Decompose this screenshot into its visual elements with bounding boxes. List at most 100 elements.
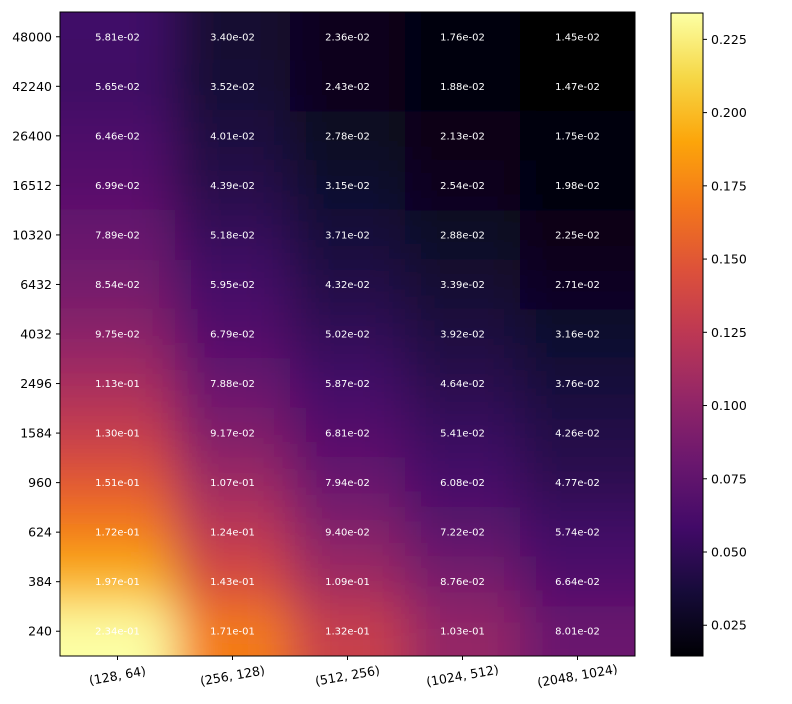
cell-value-label: 6.81e-02 xyxy=(325,429,370,440)
cell-value-label: 2.13e-02 xyxy=(440,131,485,142)
cell-value-label: 4.32e-02 xyxy=(325,280,370,291)
cell-value-label: 1.75e-02 xyxy=(555,131,600,142)
cell-value-label: 2.78e-02 xyxy=(325,131,370,142)
heatmap-cell xyxy=(0,557,176,607)
cell-value-label: 3.15e-02 xyxy=(325,181,370,192)
cell-value-label: 3.52e-02 xyxy=(210,82,255,93)
cell-value-label: 4.64e-02 xyxy=(440,379,485,390)
y-tick-label: 6432 xyxy=(20,277,52,292)
cell-value-label: 5.95e-02 xyxy=(210,280,255,291)
heatmap-cell xyxy=(520,458,696,508)
heatmap-cell xyxy=(520,557,696,607)
cell-value-label: 6.08e-02 xyxy=(440,478,485,489)
cell-value-label: 3.39e-02 xyxy=(440,280,485,291)
cell-value-label: 1.88e-02 xyxy=(440,82,485,93)
heatmap-cell xyxy=(520,507,696,557)
y-tick-label: 10320 xyxy=(12,227,52,242)
heatmap-chart: 5.81e-02 3.40e-02 2.36e-02 1.76e-02 1.45e-02… xyxy=(0,0,792,704)
colorbar-tick-label: 0.100 xyxy=(711,398,747,413)
cell-value-label: 2.88e-02 xyxy=(440,230,485,241)
cell-value-label: 1.76e-02 xyxy=(440,32,485,43)
cell-value-label: 6.79e-02 xyxy=(210,330,255,341)
x-tick-label: (2048, 1024) xyxy=(536,661,619,690)
cell-value-label: 5.74e-02 xyxy=(555,528,600,539)
cell-value-label: 7.89e-02 xyxy=(95,230,140,241)
y-tick-label: 42240 xyxy=(12,79,52,94)
cell-value-label: 3.40e-02 xyxy=(210,32,255,43)
cell-value-label: 2.34e-01 xyxy=(95,627,140,638)
cell-value-label: 2.43e-02 xyxy=(325,82,370,93)
colorbar-tick-label: 0.050 xyxy=(711,545,747,560)
heatmap-cell xyxy=(0,507,176,557)
plot-area: 5.81e-02 3.40e-02 2.36e-02 1.76e-02 1.45e-02… xyxy=(0,0,696,704)
y-axis: 4800042240264001651210320643240322496158… xyxy=(12,29,60,638)
colorbar-ticks: 0.025 0.050 0.075 0.100 0.125 0.150 0.175 0.200… xyxy=(703,32,747,633)
x-tick-label: (1024, 512) xyxy=(425,662,500,690)
cell-value-label: 3.76e-02 xyxy=(555,379,600,390)
y-tick-label: 26400 xyxy=(12,128,52,143)
colorbar-tick-label: 0.025 xyxy=(711,618,747,633)
cell-value-label: 1.24e-01 xyxy=(210,528,255,539)
heatmap-cell xyxy=(175,606,291,704)
cell-value-label: 4.39e-02 xyxy=(210,181,255,192)
cell-value-label: 2.25e-02 xyxy=(555,230,600,241)
cell-value-label: 3.92e-02 xyxy=(440,330,485,341)
heatmap-cell xyxy=(405,0,521,62)
cell-value-label: 7.94e-02 xyxy=(325,478,370,489)
cell-value-label: 7.88e-02 xyxy=(210,379,255,390)
colorbar-tick-label: 0.075 xyxy=(711,471,747,486)
x-tick-label: (512, 256) xyxy=(314,662,381,688)
x-tick-label: (256, 128) xyxy=(199,662,266,688)
colorbar-tick-label: 0.125 xyxy=(711,325,747,340)
cell-value-label: 4.26e-02 xyxy=(555,429,600,440)
y-tick-label: 2496 xyxy=(20,376,52,391)
heatmap-cell xyxy=(520,0,696,62)
cell-value-label: 8.54e-02 xyxy=(95,280,140,291)
heatmap-cell xyxy=(520,359,696,409)
cell-value-label: 8.01e-02 xyxy=(555,627,600,638)
heatmap-cell xyxy=(520,161,696,211)
cell-value-label: 9.40e-02 xyxy=(325,528,370,539)
heatmap-cell xyxy=(520,606,696,704)
colorbar-gradient xyxy=(671,13,703,656)
cell-value-label: 5.81e-02 xyxy=(95,32,140,43)
colorbar-tick-label: 0.175 xyxy=(711,178,747,193)
heatmap-cell xyxy=(290,0,406,62)
colorbar: 0.025 0.050 0.075 0.100 0.125 0.150 0.175 0.200… xyxy=(671,13,747,656)
cell-value-label: 6.99e-02 xyxy=(95,181,140,192)
y-tick-label: 240 xyxy=(28,624,52,639)
heatmap-cell xyxy=(520,210,696,260)
cell-value-label: 1.32e-01 xyxy=(325,627,370,638)
colorbar-tick-label: 0.150 xyxy=(711,252,747,267)
x-axis: (128, 64) (256, 128) (512, 256) (1024, 512)… xyxy=(88,656,619,690)
heatmap-cells xyxy=(0,0,696,704)
cell-value-label: 6.46e-02 xyxy=(95,131,140,142)
y-tick-label: 48000 xyxy=(12,29,52,44)
cell-value-label: 5.41e-02 xyxy=(440,429,485,440)
cell-value-label: 2.36e-02 xyxy=(325,32,370,43)
colorbar-tick-label: 0.225 xyxy=(711,32,747,47)
cell-value-label: 1.09e-01 xyxy=(325,577,370,588)
cell-value-label: 5.18e-02 xyxy=(210,230,255,241)
heatmap-cell xyxy=(0,458,176,508)
y-tick-label: 384 xyxy=(28,574,52,589)
cell-value-label: 6.64e-02 xyxy=(555,577,600,588)
y-tick-label: 960 xyxy=(28,475,52,490)
cell-value-label: 1.07e-01 xyxy=(210,478,255,489)
cell-value-label: 1.71e-01 xyxy=(210,627,255,638)
heatmap-cell xyxy=(175,0,291,62)
cell-value-label: 5.02e-02 xyxy=(325,330,370,341)
heatmap-cell xyxy=(520,62,696,112)
cell-value-label: 3.71e-02 xyxy=(325,230,370,241)
cell-value-label: 1.03e-01 xyxy=(440,627,485,638)
cell-value-label: 7.22e-02 xyxy=(440,528,485,539)
cell-value-label: 9.75e-02 xyxy=(95,330,140,341)
cell-value-label: 3.16e-02 xyxy=(555,330,600,341)
heatmap-cell xyxy=(520,111,696,161)
x-tick-label: (128, 64) xyxy=(88,663,147,688)
colorbar-tick-label: 0.200 xyxy=(711,105,747,120)
cell-value-label: 1.30e-01 xyxy=(95,429,140,440)
cell-value-label: 2.54e-02 xyxy=(440,181,485,192)
cell-value-label: 5.87e-02 xyxy=(325,379,370,390)
cell-value-label: 9.17e-02 xyxy=(210,429,255,440)
